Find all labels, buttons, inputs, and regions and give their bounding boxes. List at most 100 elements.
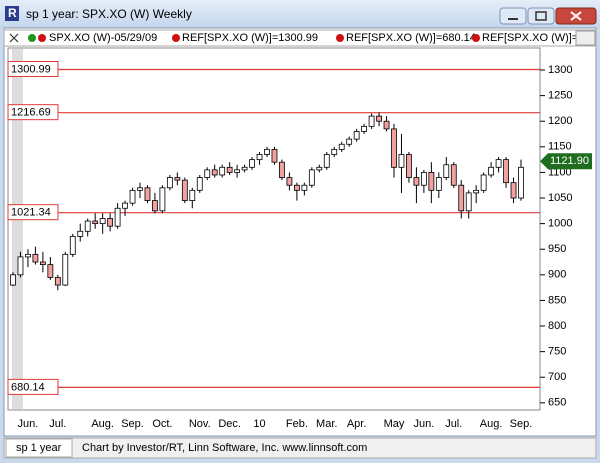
candle-body (39, 261, 46, 265)
maximize-glyph (535, 11, 547, 21)
candle-body (495, 159, 502, 168)
x-tick-label: Sep. (510, 418, 533, 430)
y-tick-label: 1200 (548, 115, 572, 127)
candle-body (219, 166, 226, 176)
candle-body (174, 177, 181, 181)
candle-body (47, 264, 54, 278)
candle-body (286, 177, 293, 186)
candle-body (181, 179, 188, 201)
legend-ref: REF[SPX.XO (W)]=680.14 (346, 32, 476, 44)
last-price-label: 1121.90 (550, 155, 589, 167)
x-tick-label: 10 (253, 418, 265, 430)
candle-body (413, 177, 420, 186)
legend-dot (472, 34, 480, 42)
candle-body (361, 125, 368, 132)
ref-label: 680.14 (11, 381, 45, 393)
candle-body (279, 161, 285, 178)
ref-label-box (7, 204, 59, 221)
candle-body (62, 253, 69, 286)
candle-body (84, 220, 91, 232)
x-tick-label: Nov. (189, 418, 211, 430)
candle-body (450, 164, 457, 186)
candle-body (264, 148, 270, 155)
candle-body (77, 230, 84, 237)
y-tick-label: 650 (548, 397, 566, 409)
x-tick-label: Apr. (347, 418, 367, 430)
y-tick-label: 750 (548, 346, 566, 358)
candle-body (99, 218, 106, 225)
ref-label-box (7, 104, 59, 121)
candle-body (241, 166, 248, 171)
candle-body (316, 166, 323, 171)
candle-body (518, 166, 524, 199)
maximize-button[interactable] (527, 7, 555, 25)
candle-body (159, 187, 166, 212)
y-tick-label: 950 (548, 243, 566, 255)
candle-body (323, 154, 330, 168)
candle-body (503, 159, 509, 184)
candle-body (353, 131, 360, 140)
legend-ref: REF[SPX.XO (W)]=10 (482, 32, 591, 44)
y-tick-label: 800 (548, 320, 566, 332)
plot-area (7, 47, 541, 411)
x-tick-label: Jun. (413, 418, 434, 430)
ref-label: 1216.69 (11, 107, 51, 119)
candle-body (137, 187, 143, 191)
candle-body (234, 169, 241, 173)
x-tick-label: Feb. (286, 418, 308, 430)
candle-body (256, 154, 263, 161)
minimize-button[interactable] (499, 7, 527, 25)
x-tick-label: May (384, 418, 405, 430)
x-tick-label: Jul. (49, 418, 66, 430)
ref-label-box (7, 61, 59, 78)
candle-body (249, 159, 255, 168)
ref-label: 1021.34 (11, 207, 51, 219)
candle-body (391, 128, 397, 168)
legend-symbol: SPX.XO (W)-05/29/09 (49, 32, 157, 44)
legend-close[interactable] (9, 33, 19, 43)
legend-dot (336, 34, 344, 42)
candle-body (458, 184, 465, 212)
window-title: sp 1 year: SPX.XO (W) Weekly (26, 7, 192, 21)
app-icon (5, 6, 19, 21)
candle-body (226, 166, 233, 173)
candle-body (10, 274, 16, 286)
candle-body (465, 192, 472, 212)
candle-body (293, 184, 300, 191)
legend-dot (172, 34, 180, 42)
candle-body (129, 189, 136, 204)
last-price-tag (540, 153, 592, 170)
y-tick-label: 1250 (548, 90, 572, 102)
candle-body (196, 177, 203, 191)
x-tick-label: Mar. (316, 418, 337, 430)
y-tick-label: 1300 (548, 64, 572, 76)
y-tick-label: 1000 (548, 218, 572, 230)
candle-body (488, 166, 495, 176)
candle-body (69, 236, 76, 255)
legend-bar (3, 29, 597, 47)
x-tick-label: Aug. (91, 418, 114, 430)
candle-body (204, 169, 211, 178)
candle-body (25, 253, 31, 258)
candle-body (54, 276, 61, 286)
candle-body (301, 184, 308, 191)
candle-body (114, 207, 121, 227)
candle-body (510, 182, 517, 199)
candle-body (308, 169, 315, 186)
y-tick-label: 1150 (548, 141, 572, 153)
candle-body (152, 200, 158, 212)
candle-body (17, 256, 24, 276)
candle-body (428, 172, 435, 191)
status-tab[interactable] (5, 438, 73, 458)
candle-body (122, 202, 128, 209)
candle-body (406, 154, 412, 178)
y-tick-label: 850 (548, 294, 566, 306)
candle-body (166, 177, 173, 189)
candle-body (107, 218, 114, 227)
candle-body (480, 174, 487, 191)
candle-body (443, 164, 450, 178)
legend-scroll[interactable] (575, 30, 596, 46)
candle-body (435, 177, 442, 191)
app-icon-letter: R (8, 6, 17, 20)
